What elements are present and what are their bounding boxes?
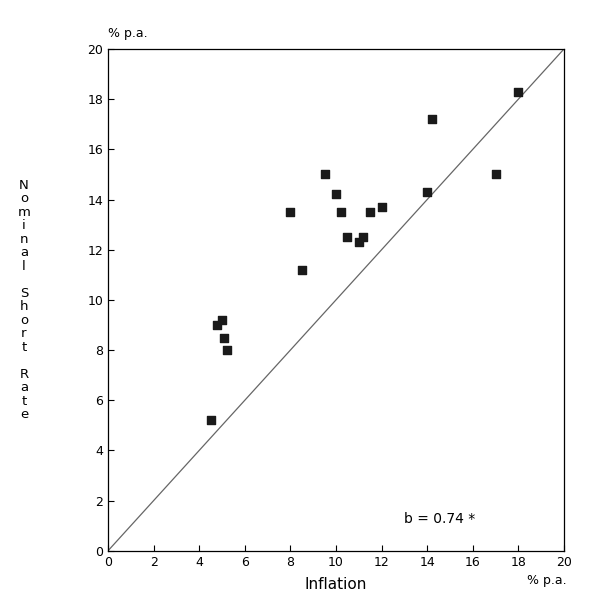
Text: % p.a.: % p.a. <box>108 27 148 40</box>
Point <box>297 265 307 275</box>
Point <box>331 190 341 200</box>
Text: b = 0.74 *: b = 0.74 * <box>404 512 476 526</box>
Point <box>427 114 437 124</box>
Point <box>212 320 222 330</box>
Point <box>422 187 432 197</box>
Point <box>320 170 329 179</box>
Text: N
o
m
i
n
a
l
 
S
h
o
r
t
 
R
a
t
e: N o m i n a l S h o r t R a t e <box>17 179 31 421</box>
Point <box>377 202 386 212</box>
Point <box>514 87 523 97</box>
Point <box>491 170 500 179</box>
Point <box>286 207 295 217</box>
Point <box>336 207 346 217</box>
Point <box>222 345 232 355</box>
Point <box>343 233 352 242</box>
Point <box>354 237 364 247</box>
Point <box>217 315 227 325</box>
Point <box>220 333 229 343</box>
Point <box>359 233 368 242</box>
Text: % p.a.: % p.a. <box>527 574 567 587</box>
Point <box>365 207 375 217</box>
X-axis label: Inflation: Inflation <box>305 577 367 592</box>
Point <box>206 416 215 425</box>
